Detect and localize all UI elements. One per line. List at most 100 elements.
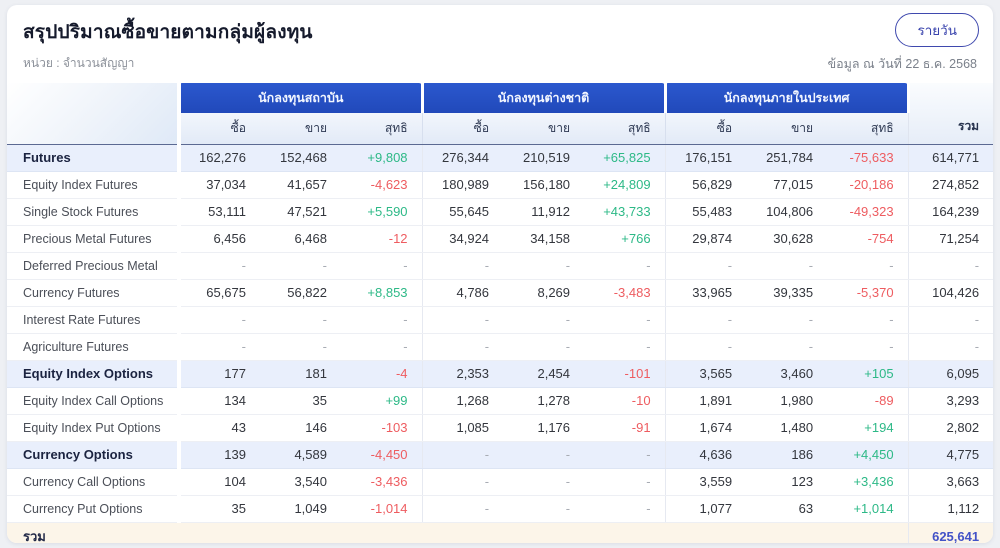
value-cell: +1,014 <box>827 495 909 523</box>
value-cell: 104 <box>178 468 260 496</box>
value-cell: 2,454 <box>503 360 585 388</box>
value-cell: 1,980 <box>746 387 828 415</box>
grand-total-value: 625,641 <box>907 522 993 543</box>
value-cell: +194 <box>827 414 909 442</box>
value-cell: 1,077 <box>664 495 747 523</box>
value-cell: -3,483 <box>584 279 666 307</box>
value-cell: 35 <box>178 495 260 523</box>
row-label: Currency Futures <box>7 279 181 307</box>
group-header-foreign: นักลงทุนต่างชาติ <box>422 83 667 113</box>
value-cell: +5,590 <box>341 198 423 226</box>
value-cell: - <box>421 333 504 361</box>
value-cell: 3,565 <box>664 360 747 388</box>
table-row: Currency Options 139 4,589 -4,450- - -4,636 18… <box>7 441 993 469</box>
meta-row: หน่วย : จำนวนสัญญา ข้อมูล ณ วันที่ 22 ธ.… <box>7 47 993 83</box>
value-cell: -10 <box>584 387 666 415</box>
value-cell: 134 <box>178 387 260 415</box>
row-total-cell: 4,775 <box>907 441 993 469</box>
value-cell: 56,829 <box>664 171 747 199</box>
value-cell: -5,370 <box>827 279 909 307</box>
table-row: Currency Put Options 35 1,049 -1,014- - -1,07… <box>7 495 993 523</box>
table-row: Currency Call Options 104 3,540 -3,436- - -3,… <box>7 468 993 496</box>
value-cell: +99 <box>341 387 423 415</box>
value-cell: -103 <box>341 414 423 442</box>
row-total-cell: - <box>907 306 993 334</box>
value-cell: -12 <box>341 225 423 253</box>
value-cell: - <box>746 333 828 361</box>
value-cell: - <box>664 306 747 334</box>
total-column-header: รวม <box>907 83 993 145</box>
sub-header-net: สุทธิ <box>827 113 909 145</box>
value-cell: -101 <box>584 360 666 388</box>
row-label: Agriculture Futures <box>7 333 181 361</box>
corner-cell <box>7 83 181 145</box>
value-cell: 63 <box>746 495 828 523</box>
group-header-domestic: นักลงทุนภายในประเทศ <box>665 83 910 113</box>
value-cell: +43,733 <box>584 198 666 226</box>
value-cell: - <box>664 333 747 361</box>
row-total-cell: 71,254 <box>907 225 993 253</box>
value-cell: 177 <box>178 360 260 388</box>
value-cell: 43 <box>178 414 260 442</box>
sub-header-net: สุทธิ <box>584 113 666 145</box>
sub-header-sell: ขาย <box>503 113 585 145</box>
value-cell: 53,111 <box>178 198 260 226</box>
value-cell: 56,822 <box>260 279 341 307</box>
table-row: Futures 162,276 152,468 +9,808 276,344 210,51… <box>7 144 993 172</box>
value-cell: - <box>421 468 504 496</box>
value-cell: 152,468 <box>260 144 341 172</box>
value-cell: +9,808 <box>341 144 423 172</box>
value-cell: +24,809 <box>584 171 666 199</box>
value-cell: +4,450 <box>827 441 909 469</box>
value-cell: - <box>260 333 341 361</box>
value-cell: 77,015 <box>746 171 828 199</box>
table-row: Agriculture Futures - - - - - - - - - - <box>7 333 993 361</box>
page-title: สรุปปริมาณซื้อขายตามกลุ่มผู้ลงทุน <box>23 22 313 43</box>
value-cell: - <box>503 468 585 496</box>
value-cell: 29,874 <box>664 225 747 253</box>
table-row: Single Stock Futures 53,111 47,521 +5,590 55… <box>7 198 993 226</box>
value-cell: 123 <box>746 468 828 496</box>
value-cell: -3,436 <box>341 468 423 496</box>
value-cell: 41,657 <box>260 171 341 199</box>
value-cell: - <box>421 306 504 334</box>
row-total-cell: 1,112 <box>907 495 993 523</box>
summary-card: สรุปปริมาณซื้อขายตามกลุ่มผู้ลงทุน รายวัน… <box>7 5 993 543</box>
value-cell: 1,176 <box>503 414 585 442</box>
value-cell: - <box>827 306 909 334</box>
value-cell: 176,151 <box>664 144 747 172</box>
value-cell: 1,085 <box>421 414 504 442</box>
value-cell: 4,589 <box>260 441 341 469</box>
value-cell: 180,989 <box>421 171 504 199</box>
value-cell: 276,344 <box>421 144 504 172</box>
value-cell: 139 <box>178 441 260 469</box>
period-daily-button[interactable]: รายวัน <box>895 13 979 47</box>
row-total-cell: 614,771 <box>907 144 993 172</box>
value-cell: +8,853 <box>341 279 423 307</box>
row-total-cell: 3,293 <box>907 387 993 415</box>
value-cell: -4,623 <box>341 171 423 199</box>
value-cell: 3,559 <box>664 468 747 496</box>
value-cell: - <box>178 333 260 361</box>
row-total-cell: 3,663 <box>907 468 993 496</box>
value-cell: - <box>584 252 666 280</box>
value-cell: -20,186 <box>827 171 909 199</box>
value-cell: 1,268 <box>421 387 504 415</box>
value-cell: - <box>341 306 423 334</box>
investor-summary-table: นักลงทุนสถาบัน นักลงทุนต่างชาติ นักลงทุน… <box>7 83 993 543</box>
value-cell: 1,674 <box>664 414 747 442</box>
value-cell: 104,806 <box>746 198 828 226</box>
sub-header-sell: ขาย <box>746 113 828 145</box>
row-total-cell: - <box>907 252 993 280</box>
row-total-cell: 6,095 <box>907 360 993 388</box>
value-cell: - <box>584 333 666 361</box>
value-cell: - <box>503 441 585 469</box>
row-total-cell: 274,852 <box>907 171 993 199</box>
card-header: สรุปปริมาณซื้อขายตามกลุ่มผู้ลงทุน รายวัน <box>7 5 993 47</box>
value-cell: 47,521 <box>260 198 341 226</box>
value-cell: 210,519 <box>503 144 585 172</box>
row-label: Currency Options <box>7 441 181 469</box>
row-label: Deferred Precious Metal <box>7 252 181 280</box>
value-cell: 1,278 <box>503 387 585 415</box>
row-label: Equity Index Options <box>7 360 181 388</box>
